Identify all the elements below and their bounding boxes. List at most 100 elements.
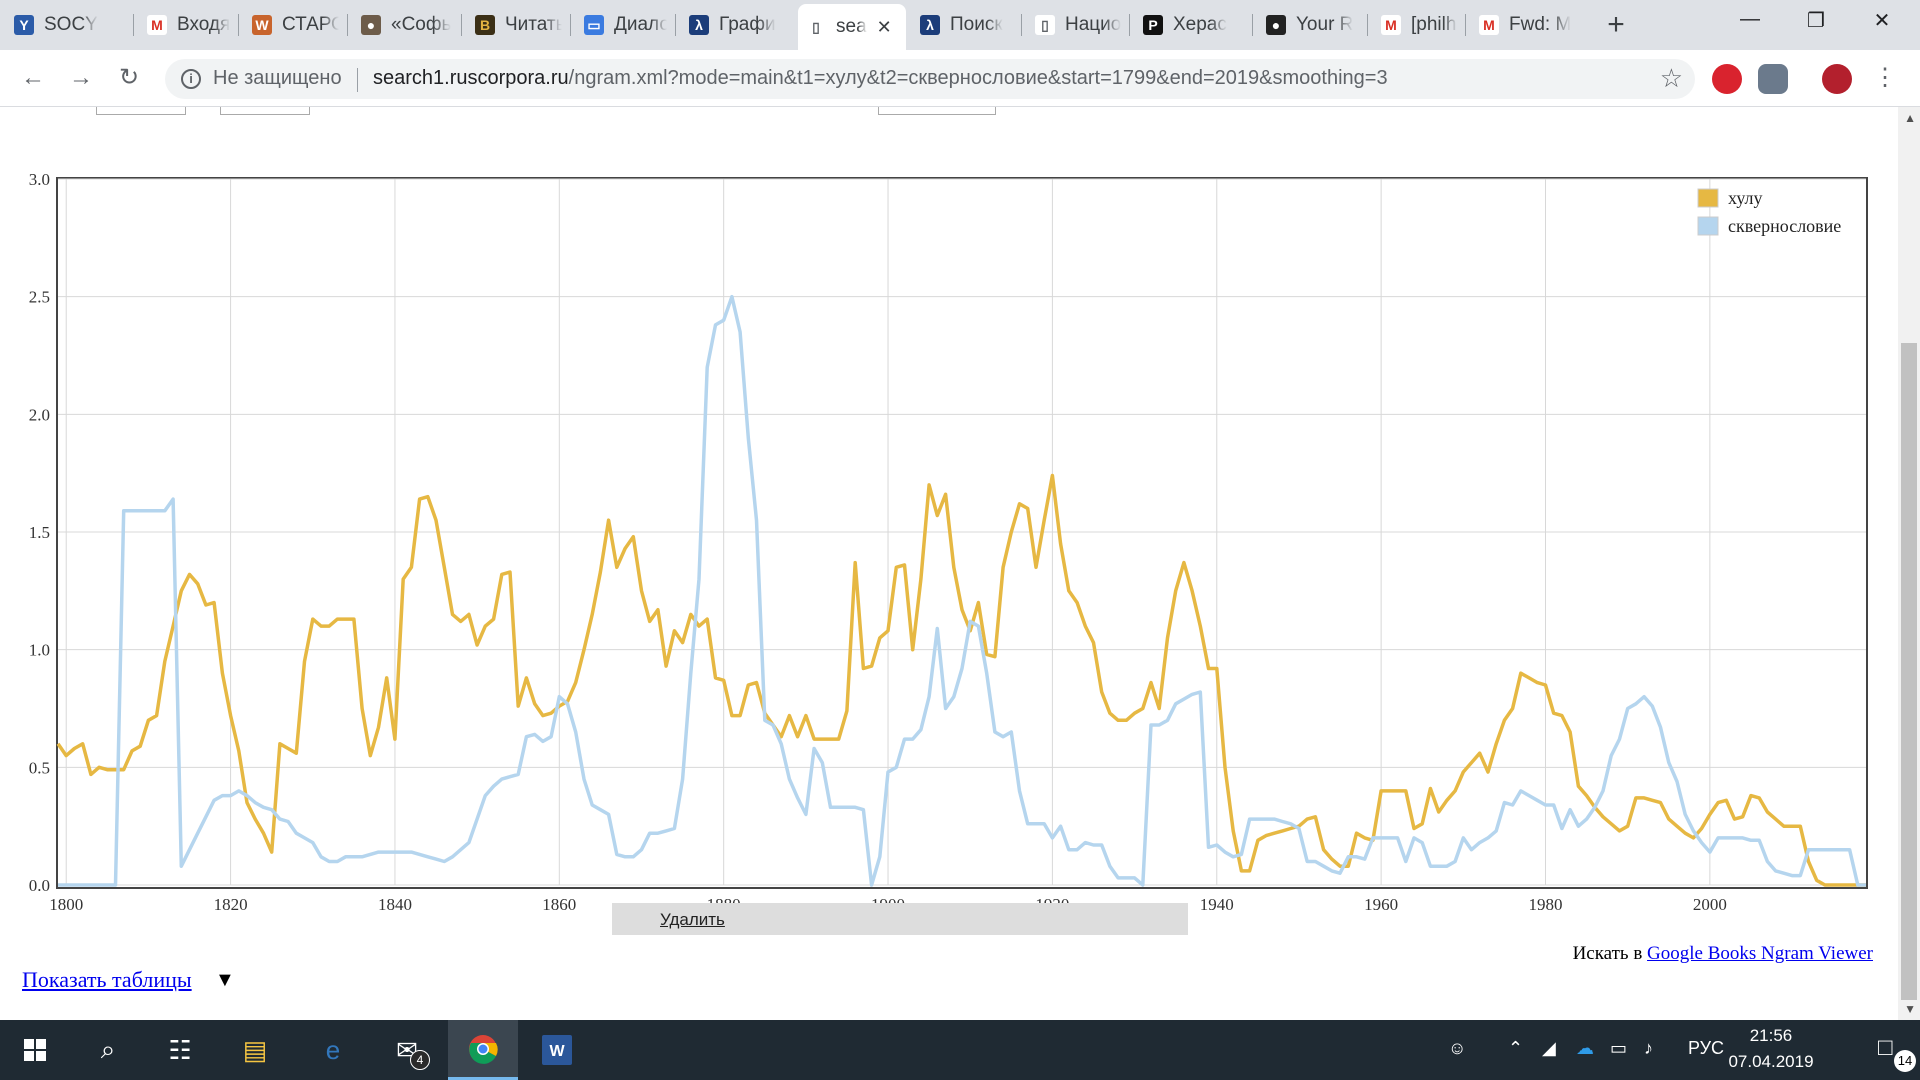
tab-6[interactable]: ▭ Диало (576, 6, 675, 44)
page-content: 0.00.51.01.52.02.53.01800182018401860188… (0, 107, 1920, 1020)
volume-icon[interactable]: ♪ (1644, 1038, 1653, 1058)
x-tick-label: 1840 (378, 895, 412, 914)
file-explorer-icon[interactable]: ▤ (242, 1034, 268, 1065)
forward-button[interactable]: → (69, 64, 93, 91)
tab-8[interactable]: ▯ sea ✕ (798, 4, 906, 50)
x-tick-label: 1800 (49, 895, 83, 914)
opera-extension-icon[interactable] (1712, 64, 1742, 94)
new-tab-button[interactable]: + (1607, 8, 1625, 41)
tab-separator (1465, 14, 1466, 36)
y-tick-label: 0.0 (29, 876, 50, 895)
y-tick-label: 2.5 (29, 288, 50, 307)
menu-icon[interactable]: ⋮ (1873, 64, 1897, 91)
x-tick-label: 1960 (1364, 895, 1398, 914)
site-icon: P (1143, 15, 1163, 35)
scroll-thumb[interactable] (1901, 343, 1917, 1000)
address-bar[interactable]: i Не защищено search1.ruscorpora.ru/ngra… (165, 59, 1695, 99)
word-icon[interactable]: W (522, 1020, 592, 1080)
tab-label: Входящ (177, 14, 230, 35)
search-prefix: Искать в (1572, 943, 1648, 964)
tab-4[interactable]: ● «Софь (353, 6, 461, 44)
tab-1[interactable]: Y SOCY (6, 6, 133, 44)
tab-14[interactable]: M Fwd: M (1471, 6, 1590, 44)
search-icon[interactable]: ⌕ (100, 1034, 116, 1064)
tab-separator (570, 14, 571, 36)
tab-separator (1367, 14, 1368, 36)
tab-separator (347, 14, 348, 36)
tab-label: СТАРО (282, 14, 339, 35)
show-tables-arrow-icon[interactable]: ▼ (215, 969, 235, 991)
tab-separator (1252, 14, 1253, 36)
profile-avatar[interactable] (1822, 64, 1852, 94)
close-tab-icon[interactable]: ✕ (876, 16, 892, 37)
browser-toolbar: ← → ↻ i Не защищено search1.ruscorpora.r… (0, 50, 1920, 107)
bookmark-star-icon[interactable]: ☆ (1659, 63, 1683, 93)
notifications-icon[interactable]: □ (1878, 1034, 1893, 1061)
minimize-button[interactable]: — (1740, 8, 1760, 30)
language-indicator[interactable]: РУС (1688, 1038, 1725, 1058)
show-tables-link[interactable]: Показать таблицы (22, 967, 192, 992)
battery-icon[interactable]: ▭ (1610, 1038, 1628, 1058)
tab-11[interactable]: P Херас (1135, 6, 1252, 44)
tab-12[interactable]: ● Your R (1258, 6, 1367, 44)
chrome-icon[interactable] (448, 1020, 518, 1080)
windows-taskbar: ⌕ ☷ ▤ e ✉ 4 W ☺ ⌃ ◢ ☁ ▭ ♪ РУС 21:56 07.04… (0, 1020, 1920, 1080)
notifications-badge: 14 (1894, 1050, 1916, 1072)
mail-icon[interactable]: ✉ 4 (372, 1020, 442, 1080)
url-path: /ngram.xml?mode=main&t1=хулу&t2=сквернос… (568, 67, 1388, 89)
url-text[interactable]: search1.ruscorpora.ru/ngram.xml?mode=mai… (373, 67, 1388, 90)
form-input-cut[interactable] (96, 107, 186, 115)
tab-10[interactable]: ▯ Нацио (1027, 6, 1129, 44)
legend-label: сквернословие (1728, 216, 1841, 236)
people-icon[interactable]: ☺ (1448, 1038, 1467, 1058)
tab-2[interactable]: M Входящ (139, 6, 238, 44)
chart-frame (56, 177, 1868, 889)
tab-5[interactable]: B Читать (467, 6, 570, 44)
form-input-cut[interactable] (220, 107, 310, 115)
tray-expand-icon[interactable]: ⌃ (1508, 1038, 1524, 1058)
legend-swatch (1697, 216, 1719, 236)
y-tick-label: 2.0 (29, 405, 50, 424)
back-button[interactable]: ← (21, 64, 45, 91)
close-window-button[interactable]: ✕ (1873, 10, 1891, 32)
edge-icon[interactable]: e (325, 1034, 341, 1065)
scroll-down-arrow-icon[interactable]: ▼ (1904, 1002, 1916, 1016)
search-in-google: Искать в Google Books Ngram Viewer (1573, 943, 1873, 965)
tab-label: [philhs (1411, 14, 1457, 35)
url-host: search1.ruscorpora.ru (373, 67, 569, 89)
tab-13[interactable]: M [philhs (1373, 6, 1465, 44)
onedrive-icon[interactable]: ☁ (1576, 1038, 1594, 1058)
tab-3[interactable]: W СТАРО (244, 6, 347, 44)
tab-separator (1021, 14, 1022, 36)
tab-label: Диало (614, 14, 667, 35)
tab-7[interactable]: λ Графи (681, 6, 792, 44)
security-status: Не защищено (213, 67, 342, 89)
clock-date[interactable]: 07.04.2019 (1728, 1052, 1814, 1071)
start-button[interactable] (0, 1020, 70, 1080)
delete-bar[interactable]: Удалить (612, 903, 1188, 935)
x-tick-label: 2000 (1693, 895, 1727, 914)
tab-separator (461, 14, 462, 36)
restore-button[interactable]: ❐ (1807, 10, 1825, 32)
yandex-icon: Y (14, 15, 34, 35)
y-tick-label: 1.5 (29, 523, 50, 542)
tab-separator (133, 14, 134, 36)
scroll-up-arrow-icon[interactable]: ▲ (1904, 111, 1916, 125)
tab-9[interactable]: λ Поиск (912, 6, 1021, 44)
delete-button[interactable]: Удалить (660, 910, 725, 929)
tab-label: Херас (1173, 14, 1227, 35)
wifi-icon[interactable]: ◢ (1542, 1038, 1556, 1058)
google-ngram-link[interactable]: Google Books Ngram Viewer (1647, 943, 1873, 964)
form-input-cut[interactable] (878, 107, 996, 115)
task-view-icon[interactable]: ☷ (168, 1034, 192, 1065)
svg-text:W: W (549, 1043, 565, 1060)
tab-label: «Софь (391, 14, 452, 35)
reload-button[interactable]: ↻ (118, 64, 140, 91)
x-tick-label: 1940 (1200, 895, 1234, 914)
page-scrollbar[interactable]: ▲ ▼ (1898, 107, 1920, 1020)
info-icon[interactable]: i (181, 69, 201, 89)
clock-time[interactable]: 21:56 (1749, 1026, 1793, 1045)
legend-label: хулу (1728, 188, 1763, 208)
extension-icon[interactable] (1758, 64, 1788, 94)
y-tick-label: 1.0 (29, 641, 50, 660)
